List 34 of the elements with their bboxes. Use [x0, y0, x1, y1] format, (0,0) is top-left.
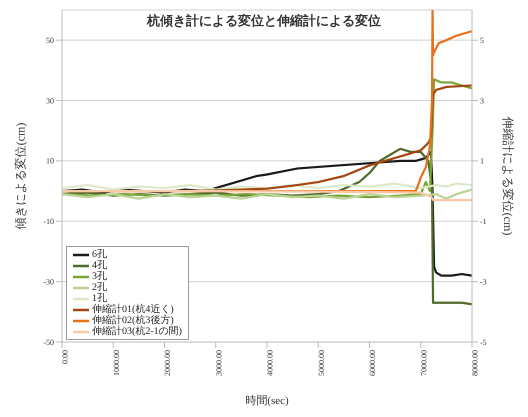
legend-label: 伸縮計03(杭2-1の間)	[92, 326, 182, 337]
y2-tick-label: 1	[480, 156, 484, 166]
y-tick-label: -30	[43, 277, 54, 286]
x-tick-label: 2000.00	[163, 350, 172, 376]
chart-title: 杭傾き計による変位と伸縮計による変位	[146, 12, 382, 30]
x-tick-label: 0.00	[60, 350, 70, 364]
y2-tick-label: -1	[480, 217, 487, 226]
line-series	[62, 182, 472, 191]
x-tick-label: 4000.00	[266, 350, 275, 376]
y-tick-label: -50	[43, 338, 54, 347]
x-axis-title: 時間(sec)	[245, 394, 290, 407]
y2-tick-label: -5	[480, 338, 487, 347]
legend-label: 伸縮計01(杭4近く)	[92, 304, 174, 315]
legend-label: 6孔	[92, 249, 107, 260]
y-tick-label: -10	[43, 217, 54, 226]
x-tick-label: 8000.00	[470, 350, 480, 376]
y-tick-label: 30	[46, 96, 54, 106]
x-tick-label: 5000.00	[316, 350, 326, 376]
x-tick-label: 3000.00	[214, 350, 224, 376]
y2-axis-title: 伸縮計による変位(cm)	[500, 116, 515, 236]
x-tick-label: 1000.00	[112, 350, 121, 376]
legend-label: 3孔	[92, 271, 107, 282]
y-tick-label: 10	[46, 156, 54, 166]
y-axis-title: 傾きによる変位(cm)	[13, 122, 28, 230]
legend-label: 1孔	[92, 293, 107, 304]
y2-tick-label: 5	[480, 36, 484, 46]
legend-label: 4孔	[92, 260, 107, 271]
legend-label: 2孔	[92, 282, 107, 293]
x-tick-label: 7000.00	[419, 350, 428, 376]
y2-tick-label: -3	[480, 277, 487, 286]
x-tick-label: 6000.00	[368, 350, 378, 376]
legend-label: 伸縮計02(杭3後方)	[92, 315, 174, 326]
y-tick-label: 50	[46, 36, 54, 46]
y2-tick-label: 3	[480, 96, 484, 106]
